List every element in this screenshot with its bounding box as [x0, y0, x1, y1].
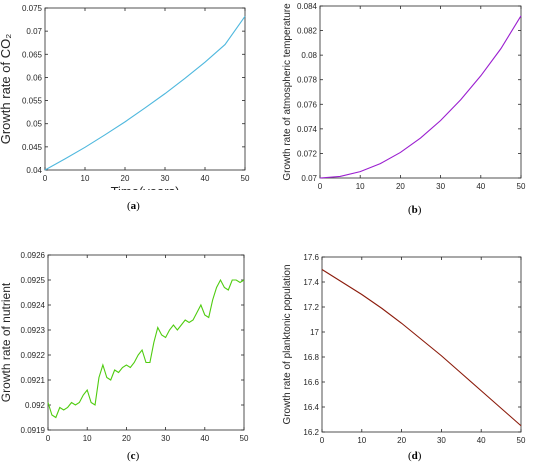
- chart-panel-3: 0 10 20 30 40 50 0.0919 0.092 0.0921 0.0922 0.0923…: [0, 251, 249, 443]
- y-tick-label: 0.076: [297, 100, 318, 109]
- y-tick-label: 0.0922: [21, 351, 46, 360]
- x-tick-label: 30: [436, 182, 445, 190]
- y-tick-label: 0.0919: [21, 426, 46, 435]
- y-tick-label: 0.08: [301, 51, 317, 60]
- y-tick-label: 16.8: [303, 353, 319, 362]
- x-tick-label: 0: [320, 436, 325, 443]
- plot-area: [319, 5, 522, 179]
- panel-label: (a): [127, 200, 140, 212]
- x-tick-label: 50: [517, 436, 526, 443]
- y-tick-label: 0.07: [26, 27, 42, 36]
- y-tick-label: 0.0921: [21, 376, 46, 385]
- x-tick-label: 40: [200, 434, 209, 443]
- y-tick-label: 0.082: [297, 27, 318, 36]
- series-line-1: [44, 16, 246, 171]
- series-line-1: [319, 15, 522, 179]
- series-line-1: [47, 278, 245, 419]
- x-tick-label: 0: [43, 174, 48, 183]
- x-tick-label: 0: [46, 434, 51, 443]
- x-tick-label: 50: [240, 434, 249, 443]
- x-tick-label: 40: [476, 182, 485, 190]
- y-tick-label: 0.06: [26, 73, 42, 82]
- y-axis-label: Growth rate of planktonic population: [282, 264, 293, 424]
- x-tick-label: 30: [437, 436, 446, 443]
- x-tick-label: 10: [83, 434, 92, 443]
- x-tick-label: 40: [477, 436, 486, 443]
- x-tick-label: 20: [396, 182, 405, 190]
- y-tick-label: 0.04: [26, 166, 42, 175]
- y-tick-label: 0.084: [297, 2, 318, 11]
- x-tick-label: 0: [318, 182, 323, 190]
- y-tick-label: 16.2: [303, 428, 319, 437]
- x-tick-label: 40: [201, 174, 210, 183]
- y-tick-label: 0.065: [22, 50, 43, 59]
- y-tick-label: 0.05: [26, 120, 42, 129]
- y-tick-label: 0.055: [22, 97, 43, 106]
- x-tick-label: 20: [122, 434, 131, 443]
- y-tick-label: 0.072: [297, 149, 318, 158]
- x-tick-label: 30: [161, 174, 170, 183]
- x-tick-label: 20: [397, 436, 406, 443]
- y-tick-label: 17.2: [303, 303, 319, 312]
- y-tick-label: 0.0924: [21, 301, 46, 310]
- x-tick-label: 50: [241, 174, 250, 183]
- y-tick-label: 0.0925: [21, 276, 46, 285]
- x-tick-label: 10: [81, 174, 90, 183]
- y-tick-label: 0.0923: [21, 326, 46, 335]
- y-tick-label: 0.075: [22, 4, 43, 13]
- y-tick-label: 0.092: [25, 401, 46, 410]
- y-axis-label: Growth rate of nutrient: [0, 282, 13, 402]
- y-tick-label: 0.078: [297, 76, 318, 85]
- y-tick-label: 0.074: [297, 125, 318, 134]
- panel-label: (c): [127, 450, 140, 462]
- x-tick-label: 10: [357, 436, 366, 443]
- chart-panel-1: 0 10 20 30 40 50 0.04 0.045 0.05 0.055 0.06 0.065 0.…: [0, 4, 250, 190]
- y-tick-label: 16.4: [303, 403, 319, 412]
- y-tick-label: 17: [310, 328, 319, 337]
- x-tick-label: 30: [161, 434, 170, 443]
- y-tick-label: 17.4: [303, 278, 319, 287]
- x-tick-label: 10: [356, 182, 365, 190]
- chart-panel-4: 0 10 20 30 40 50 16.2 16.4 16.6 16.8 17 17.2 17.4 17.…: [282, 253, 526, 443]
- y-axis-label: Growth rate of CO₂: [0, 34, 13, 145]
- y-tick-label: 0.045: [22, 143, 43, 152]
- y-axis-label: Growth rate of atmospheric temperature: [282, 3, 293, 181]
- y-tick-label: 0.0926: [21, 251, 46, 260]
- panel-label: (d): [408, 450, 422, 462]
- y-tick-label: 17.6: [303, 253, 319, 262]
- plot-area: [44, 7, 246, 171]
- x-tick-label: 20: [121, 174, 130, 183]
- series-line-1: [321, 269, 522, 427]
- y-tick-label: 16.6: [303, 378, 319, 387]
- plot-area: [321, 256, 522, 433]
- x-tick-label: 50: [517, 182, 526, 190]
- chart-panel-2: 0 10 20 30 40 50 0.07 0.072 0.074 0.076 0.078 0.08 0…: [282, 2, 526, 190]
- y-tick-label: 0.07: [301, 174, 317, 183]
- x-axis-label: Time(years): [111, 184, 180, 190]
- panel-label: (b): [408, 204, 422, 216]
